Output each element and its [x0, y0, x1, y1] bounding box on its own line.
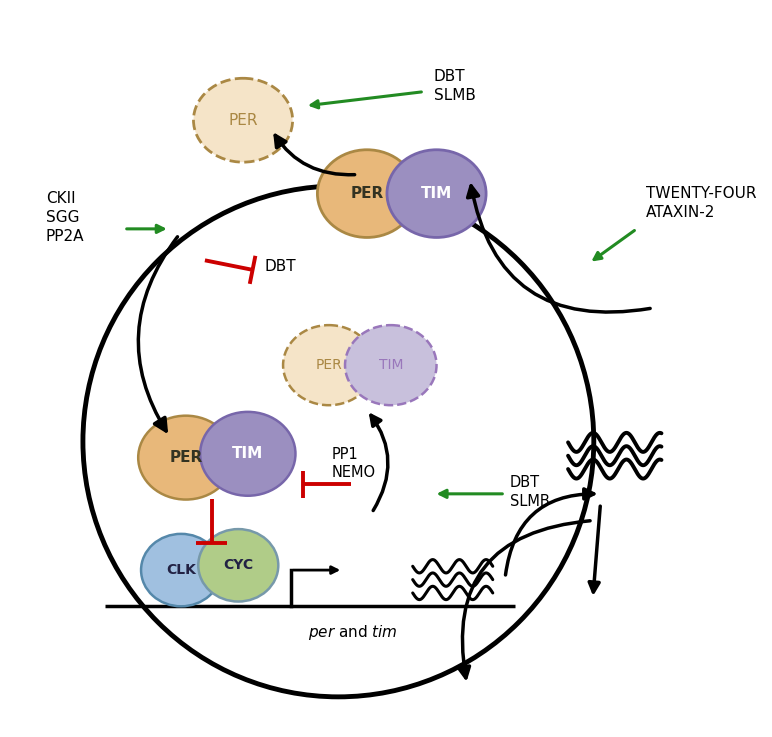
Ellipse shape — [141, 534, 221, 607]
Text: $\it{per}$ and $\it{tim}$: $\it{per}$ and $\it{tim}$ — [308, 624, 398, 643]
Ellipse shape — [198, 529, 279, 601]
Ellipse shape — [345, 325, 436, 405]
Text: TWENTY-FOUR
ATAXIN-2: TWENTY-FOUR ATAXIN-2 — [646, 186, 757, 220]
Ellipse shape — [194, 78, 293, 162]
Text: PER: PER — [229, 113, 258, 128]
Text: CLK: CLK — [166, 563, 196, 577]
Text: DBT
SLMB: DBT SLMB — [434, 69, 476, 102]
Text: PP1
NEMO: PP1 NEMO — [332, 447, 376, 480]
Text: PER: PER — [350, 186, 384, 201]
Text: CKII
SGG
PP2A: CKII SGG PP2A — [46, 192, 84, 243]
Text: TIM: TIM — [378, 358, 403, 372]
Text: CYC: CYC — [223, 559, 253, 573]
Ellipse shape — [283, 325, 374, 405]
Ellipse shape — [138, 416, 233, 500]
Text: PER: PER — [316, 358, 342, 372]
Text: PER: PER — [169, 450, 202, 465]
Circle shape — [83, 186, 594, 697]
Ellipse shape — [387, 150, 486, 237]
Text: TIM: TIM — [421, 186, 452, 201]
Text: DBT: DBT — [265, 259, 296, 274]
Text: TIM: TIM — [232, 447, 263, 461]
Ellipse shape — [317, 150, 417, 237]
Text: DBT
SLMB: DBT SLMB — [510, 475, 550, 509]
Ellipse shape — [200, 412, 296, 496]
